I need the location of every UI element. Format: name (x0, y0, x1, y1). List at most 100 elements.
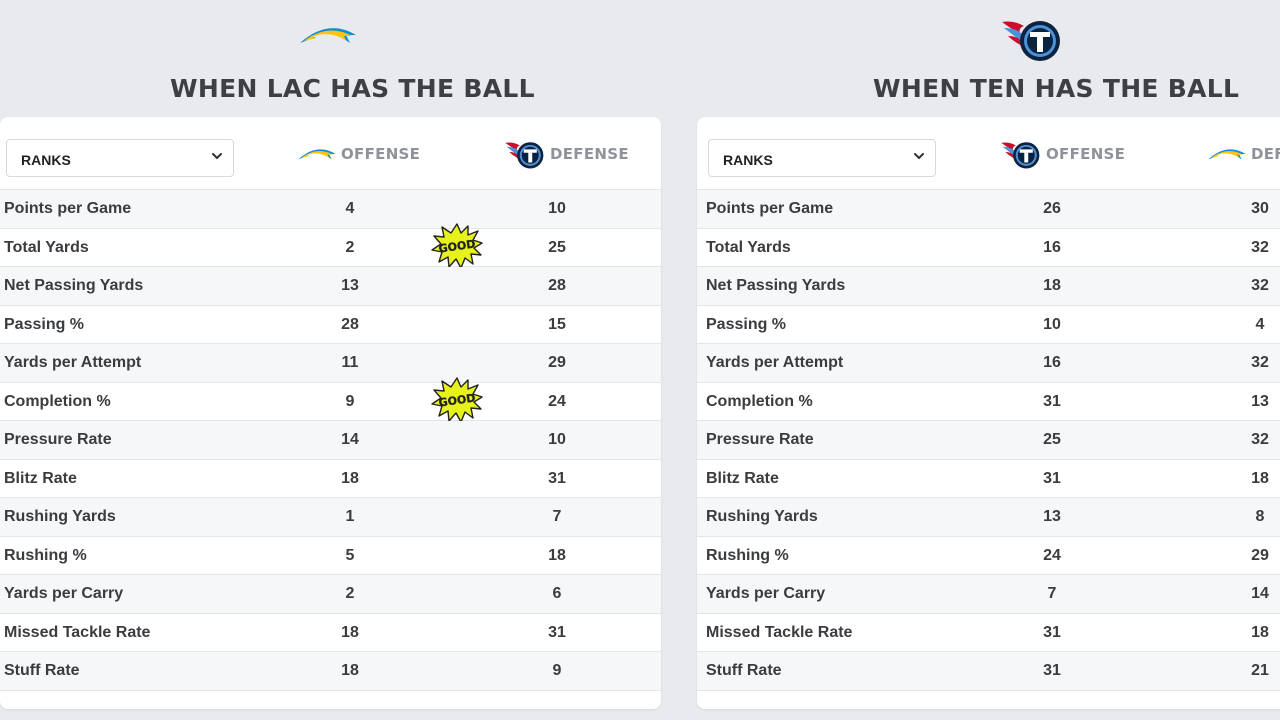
defense-rank: 18 (1251, 469, 1269, 487)
defense-rank: 4 (1255, 315, 1265, 333)
stat-name: Passing % (706, 315, 787, 333)
defense-rank: 18 (1251, 623, 1269, 641)
chevron-down-icon (913, 150, 925, 162)
matchup-table-card: RANKS OFFENSE DEF Points per Game 26 30 To… (697, 117, 1280, 709)
stat-name: Yards per Attempt (4, 354, 142, 371)
titans-t-logo-icon (1000, 137, 1042, 171)
stat-name: Net Passing Yards (706, 277, 846, 294)
offense-rank: 18 (1043, 277, 1061, 294)
stat-name: Missed Tackle Rate (706, 623, 853, 641)
stat-name: Total Yards (706, 238, 791, 256)
table-row: Missed Tackle Rate 18 31 (0, 613, 661, 652)
offense-rank: 16 (1043, 238, 1061, 256)
defense-rank: 13 (1251, 392, 1269, 410)
stat-name: Completion % (706, 392, 813, 410)
table-row: Yards per Attempt 11 29 (0, 344, 661, 383)
table-header: RANKS OFFENSE DEFENSE (0, 117, 661, 190)
titans-t-logo-icon (504, 137, 546, 171)
offense-rank: 28 (341, 315, 359, 333)
stat-name: Yards per Attempt (706, 354, 844, 371)
offense-rank: 31 (1043, 469, 1061, 487)
stat-name: Pressure Rate (706, 431, 814, 448)
table-row: Pressure Rate 25 32 (697, 421, 1280, 460)
defense-rank: 18 (548, 546, 566, 564)
offense-rank: 18 (341, 662, 359, 679)
table-row: Rushing Yards 13 8 (697, 498, 1280, 537)
table-row: Missed Tackle Rate 31 18 (697, 613, 1280, 652)
defense-column-header: DEFENSE (504, 137, 629, 171)
select-value: RANKS (21, 152, 71, 168)
table-row: Yards per Carry 2 6 (0, 575, 661, 614)
column-label: DEFENSE (550, 145, 629, 163)
offense-rank: 16 (1043, 354, 1061, 371)
section-heading: WHEN TEN HAS THE BALL (873, 74, 1240, 103)
table-row: Points per Game 4 10 (0, 190, 661, 229)
offense-rank: 5 (345, 546, 355, 564)
defense-rank: 24 (548, 392, 566, 410)
stat-name: Points per Game (706, 200, 834, 217)
column-label: OFFENSE (1046, 145, 1126, 163)
stat-name: Points per Game (4, 200, 132, 217)
table-row: Stuff Rate 31 21 (697, 652, 1280, 691)
offense-column-header: OFFENSE (297, 137, 420, 171)
defense-rank: 6 (552, 585, 562, 602)
chargers-bolt-logo-icon (297, 145, 337, 163)
chargers-bolt-logo-icon (298, 20, 358, 50)
table-row: Passing % 10 4 (697, 305, 1280, 344)
table-row: Rushing % 5 18 (0, 536, 661, 575)
column-label: OFFENSE (341, 145, 421, 163)
defense-rank: 7 (552, 508, 562, 525)
defense-column-header: DEF (1207, 137, 1280, 171)
offense-rank: 31 (1043, 392, 1061, 410)
defense-rank: 21 (1251, 662, 1269, 679)
stat-name: Blitz Rate (4, 469, 77, 487)
table-row: Blitz Rate 31 18 (697, 459, 1280, 498)
offense-rank: 9 (345, 392, 355, 410)
table-row: Points per Game 26 30 (697, 190, 1280, 229)
offense-rank: 25 (1043, 431, 1061, 448)
chevron-down-icon (211, 150, 223, 162)
table-row: Total Yards 2 25 (0, 229, 661, 268)
defense-rank: 32 (1251, 277, 1269, 294)
stat-name: Blitz Rate (706, 469, 779, 487)
stat-name: Completion % (4, 392, 111, 410)
section-heading: WHEN LAC HAS THE BALL (170, 74, 535, 103)
stat-name: Yards per Carry (4, 585, 124, 602)
table-row: Total Yards 16 32 (697, 228, 1280, 267)
defense-rank: 14 (1251, 585, 1269, 602)
table-row: Completion % 31 13 (697, 382, 1280, 421)
stat-name: Rushing Yards (706, 508, 818, 525)
offense-rank: 31 (1043, 623, 1061, 641)
offense-rank: 13 (341, 277, 359, 294)
table-row: Yards per Attempt 16 32 (697, 344, 1280, 383)
stat-name: Rushing % (706, 546, 789, 564)
offense-rank: 10 (1043, 315, 1061, 333)
defense-rank: 10 (548, 200, 566, 217)
select-value: RANKS (723, 152, 773, 168)
defense-rank: 8 (1255, 508, 1265, 525)
defense-rank: 10 (548, 431, 566, 448)
offense-rank: 13 (1043, 508, 1061, 525)
stat-name: Stuff Rate (706, 662, 782, 679)
table-row: Rushing Yards 1 7 (0, 498, 661, 537)
offense-rank: 4 (345, 200, 355, 217)
good-burst-badge-icon (431, 377, 483, 423)
stat-name: Pressure Rate (4, 431, 112, 448)
defense-rank: 9 (552, 662, 562, 679)
table-row: Stuff Rate 18 9 (0, 652, 661, 691)
offense-rank: 24 (1043, 546, 1061, 564)
table-row: Passing % 28 15 (0, 305, 661, 344)
table-row: Net Passing Yards 18 32 (697, 267, 1280, 306)
stat-name: Yards per Carry (706, 585, 826, 602)
stats-table-body: Points per Game 4 10 Total Yards 2 25 Net Pa… (0, 190, 661, 691)
offense-rank: 1 (345, 508, 355, 525)
stat-name: Missed Tackle Rate (4, 623, 151, 641)
ranks-select[interactable]: RANKS (708, 139, 936, 177)
table-row: Completion % 9 24 (0, 383, 661, 422)
defense-rank: 32 (1251, 431, 1269, 448)
table-row: Pressure Rate 14 10 (0, 421, 661, 460)
table-row: Net Passing Yards 13 28 (0, 267, 661, 306)
defense-rank: 29 (548, 354, 566, 371)
ranks-select[interactable]: RANKS (6, 139, 234, 177)
table-row: Blitz Rate 18 31 (0, 459, 661, 498)
